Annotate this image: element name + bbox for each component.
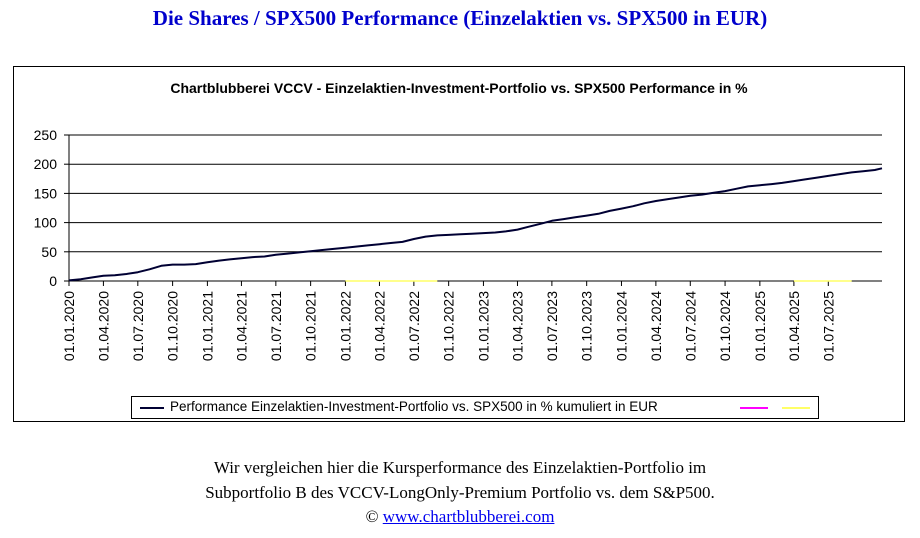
x-tick-label: 01.01.2024: [613, 291, 629, 361]
legend-swatch-yellow: [782, 407, 810, 409]
caption-line-3: © www.chartblubberei.com: [0, 507, 920, 527]
x-tick-label: 01.10.2024: [717, 291, 733, 361]
x-tick-label: 01.07.2025: [820, 291, 836, 361]
x-tick-label: 01.01.2025: [752, 291, 768, 361]
x-tick-label: 01.07.2023: [544, 291, 560, 361]
x-tick-label: 01.07.2022: [406, 291, 422, 361]
x-tick-label: 01.04.2024: [648, 291, 664, 361]
chart-frame: Chartblubberei VCCV - Einzelaktien-Inves…: [13, 66, 905, 422]
x-tick-label: 01.04.2025: [786, 291, 802, 361]
y-tick-label: 150: [34, 185, 58, 201]
x-tick-label: 01.07.2020: [130, 291, 146, 361]
x-tick-label: 01.04.2020: [95, 291, 111, 361]
y-tick-label: 100: [34, 215, 58, 231]
chart-legend: Performance Einzelaktien-Investment-Port…: [131, 396, 819, 419]
x-tick-label: 01.07.2021: [268, 291, 284, 361]
x-tick-label: 01.10.2022: [441, 291, 457, 361]
x-tick-label: 01.01.2020: [61, 291, 77, 361]
legend-label-main: Performance Einzelaktien-Investment-Port…: [170, 399, 658, 414]
x-tick-label: 01.10.2020: [165, 291, 181, 361]
x-tick-label: 01.01.2021: [199, 291, 215, 361]
x-tick-label: 01.01.2023: [475, 291, 491, 361]
legend-swatch-main: [140, 407, 164, 409]
legend-swatch-magenta: [740, 407, 768, 409]
series-line-0-seg-0: [68, 167, 883, 282]
x-tick-label: 01.10.2023: [579, 291, 595, 361]
x-tick-label: 01.04.2021: [233, 291, 249, 361]
x-tick-label: 01.04.2022: [371, 291, 387, 361]
x-tick-label: 01.01.2022: [337, 291, 353, 361]
y-tick-label: 0: [49, 273, 57, 289]
caption-line-1: Wir vergleichen hier die Kursperformance…: [213, 458, 707, 477]
caption-line-2: Subportfolio B des VCCV-LongOnly-Premium…: [205, 483, 715, 502]
y-tick-label: 200: [34, 156, 58, 172]
y-tick-label: 250: [34, 127, 58, 143]
x-tick-label: 01.04.2023: [509, 291, 525, 361]
x-tick-label: 01.07.2024: [682, 291, 698, 361]
page-heading: Die Shares / SPX500 Performance (Einzela…: [152, 6, 768, 30]
y-tick-label: 50: [41, 244, 57, 260]
copyright-symbol: ©: [365, 507, 379, 526]
x-tick-label: 01.10.2021: [303, 291, 319, 361]
chart-plot: 0 50 100 150 200 250 01.01.2020 01.04.2020 01.07…: [34, 127, 883, 361]
website-link[interactable]: www.chartblubberei.com: [382, 507, 555, 526]
chart-title: Chartblubberei VCCV - Einzelaktien-Inves…: [170, 80, 748, 96]
